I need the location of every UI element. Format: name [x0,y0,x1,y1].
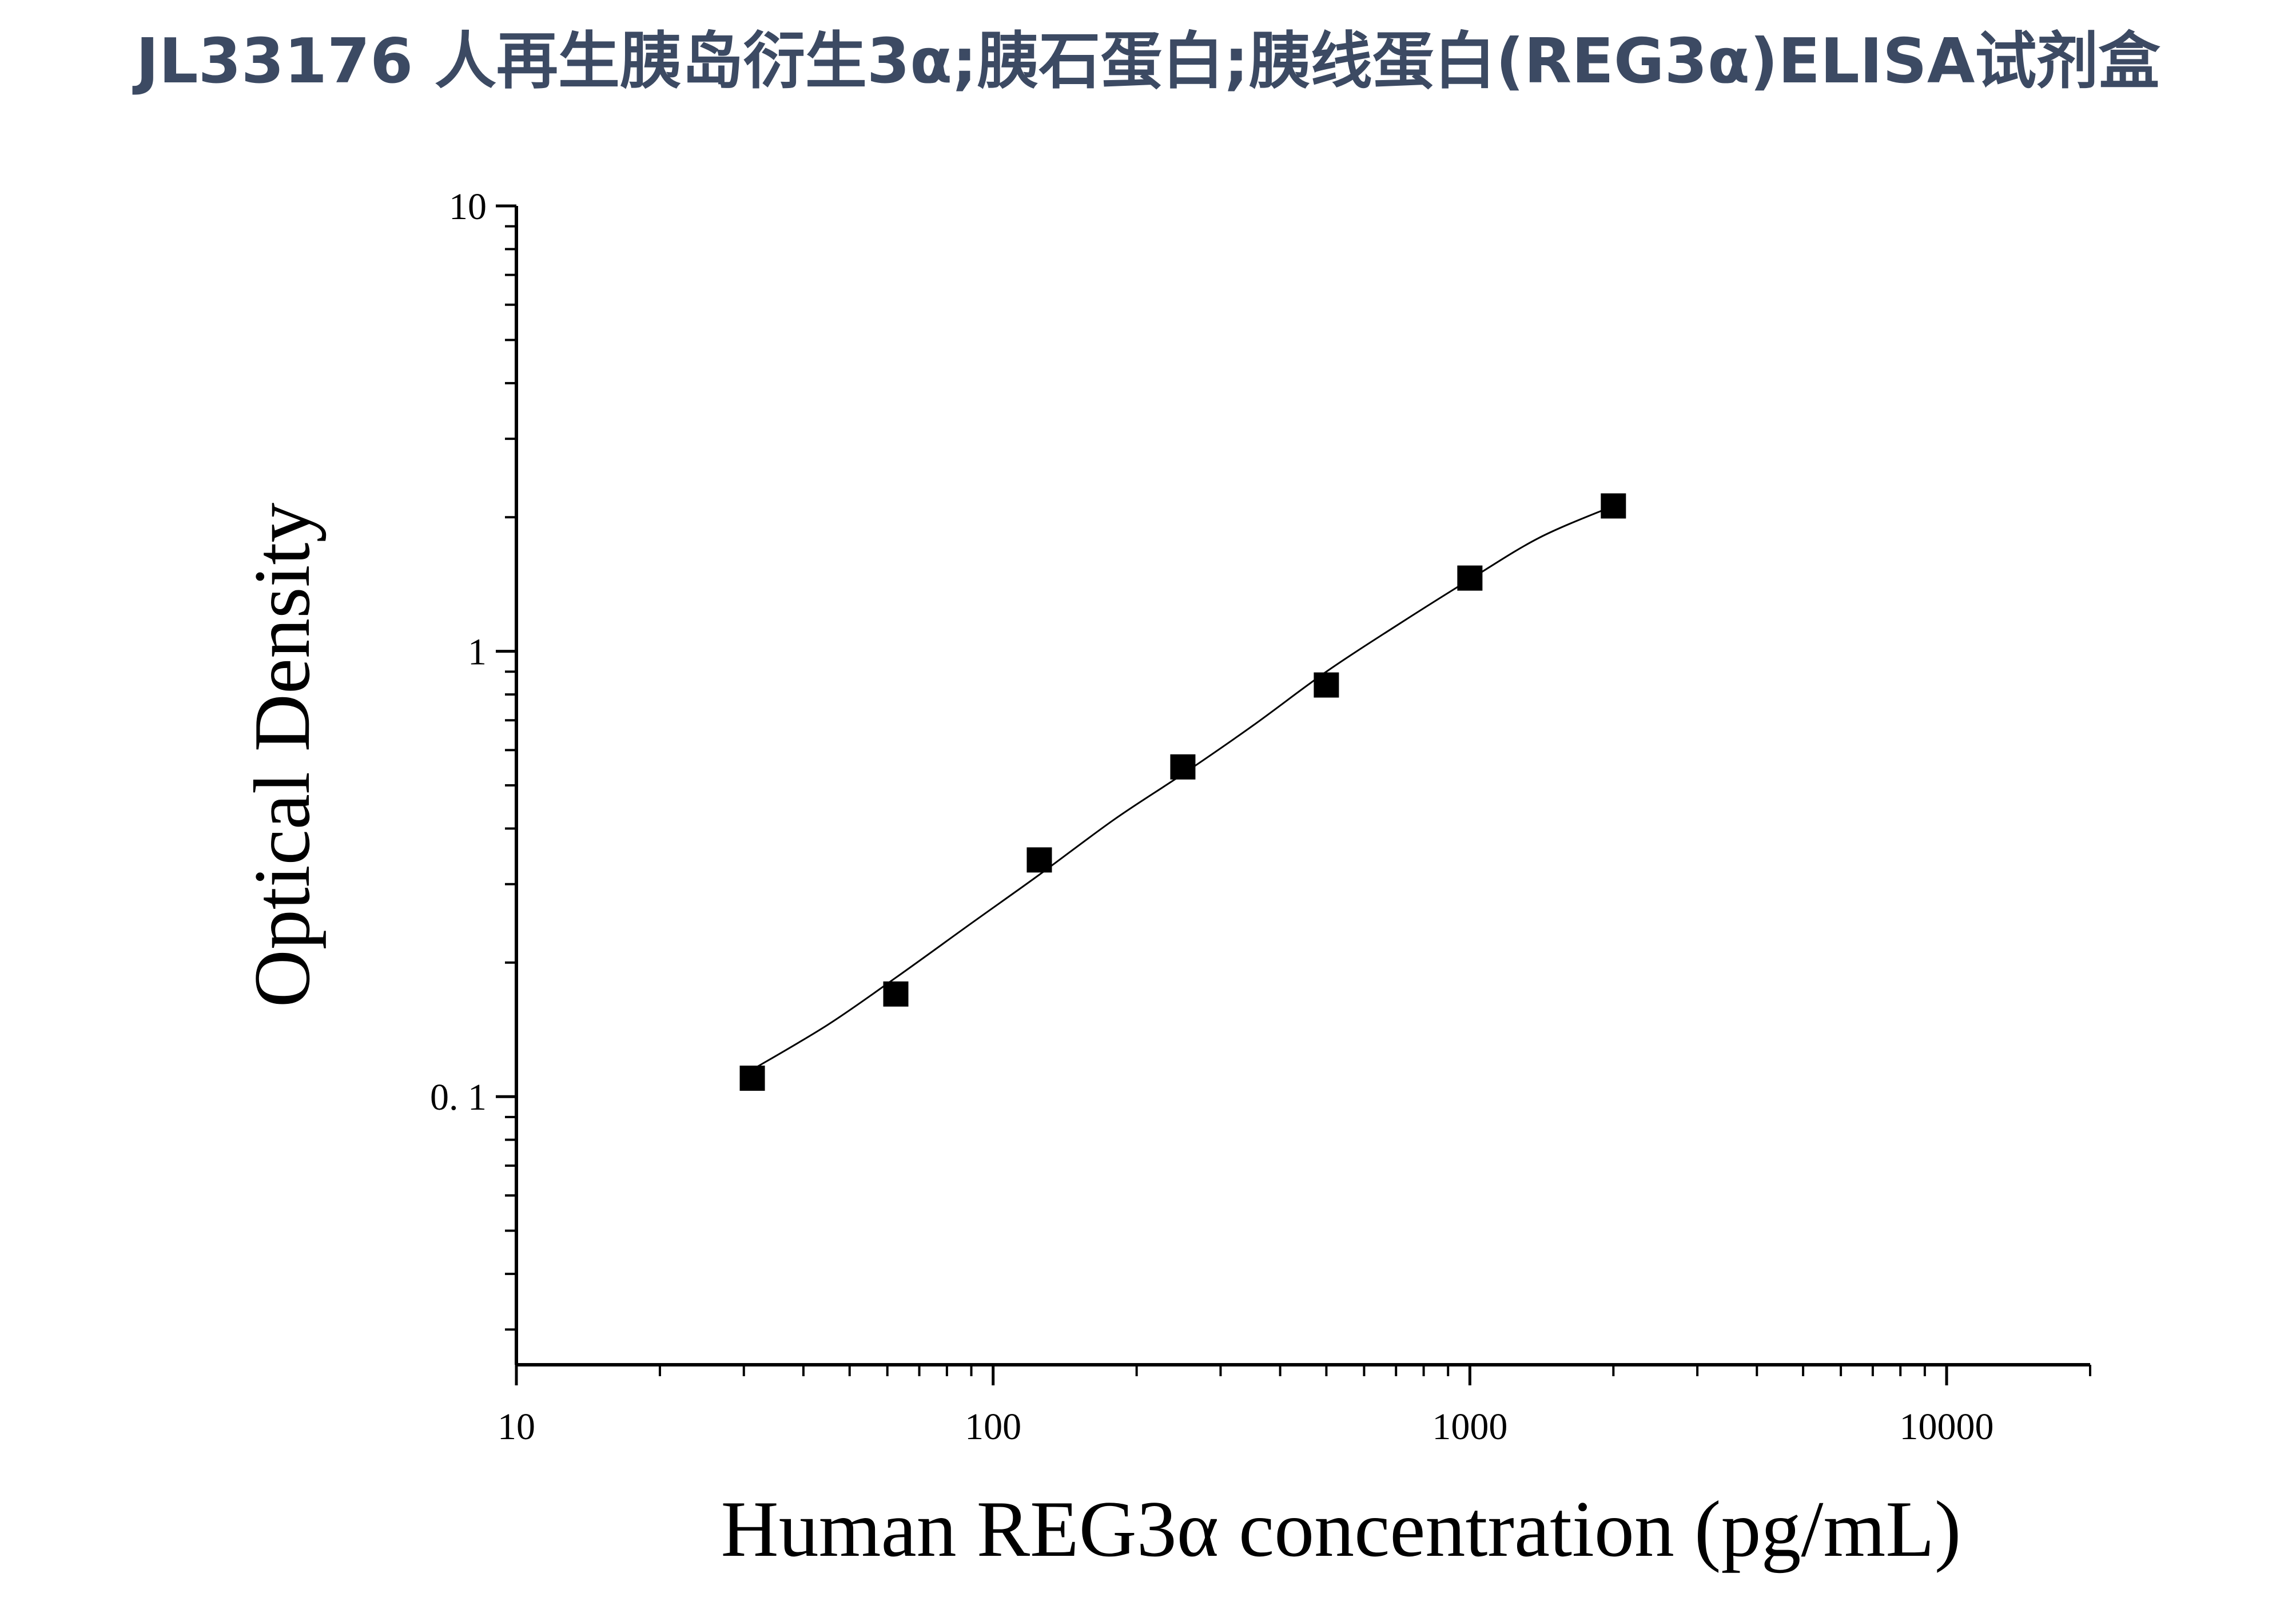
data-point [739,1065,765,1091]
x-tick-label: 10 [498,1406,535,1448]
y-tick-label: 10 [449,186,487,228]
data-point [1026,847,1052,873]
data-points [739,493,1626,1091]
x-tick-label: 10000 [1900,1406,1994,1448]
data-point [883,981,909,1007]
data-point [1170,754,1196,780]
y-axis-title: Optical Density [238,503,327,1008]
axes [515,206,2090,1366]
data-point [1314,672,1339,698]
y-tick-label: 0. 1 [430,1076,487,1118]
x-tick-label: 100 [965,1406,1021,1448]
fit-curve [751,505,1614,1071]
page-title: JL33176 人再生胰岛衍生3α;胰石蛋白;胰线蛋白(REG3α)ELISA试… [136,26,2160,97]
data-point [1457,565,1483,591]
x-axis-title: Human REG3α concentration (pg/mL) [721,1485,1961,1574]
data-point [1601,493,1626,519]
fit-curve-group [751,505,1614,1071]
x-tick-labels: 10 100 1000 10000 [498,1406,1994,1448]
x-tick-label: 1000 [1432,1406,1507,1448]
major-ticks [496,204,1948,1385]
minor-ticks [505,225,2091,1376]
y-tick-labels: 0. 1 1 10 [430,186,487,1118]
y-tick-label: 1 [468,631,487,673]
